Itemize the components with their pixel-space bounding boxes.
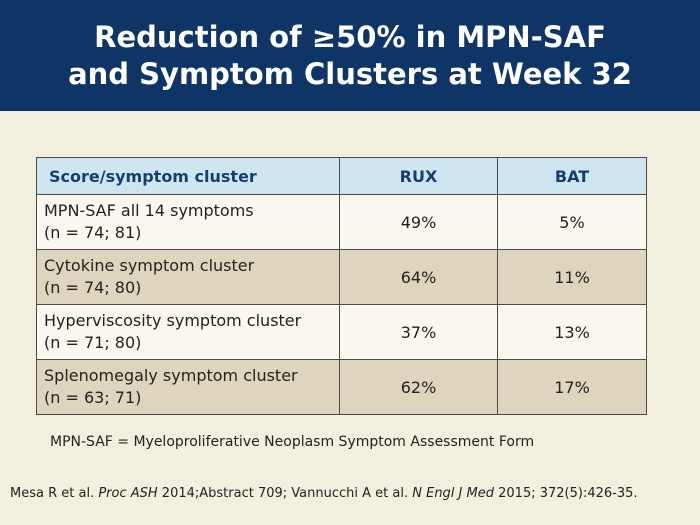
column-header-bat: BAT — [497, 157, 647, 195]
reference-text-2: 2014;Abstract 709; Vannucchi A et al. — [157, 486, 413, 501]
results-table: Score/symptom cluster RUX BAT MPN-SAF al… — [36, 157, 647, 415]
reference-journal-2: N Engl J Med — [412, 486, 494, 501]
bat-value: 17% — [497, 359, 647, 415]
table-row: Hyperviscosity symptom cluster (n = 71; … — [36, 304, 647, 360]
table-row: Cytokine symptom cluster (n = 74; 80) 64… — [36, 249, 647, 305]
reference-text-1: Mesa R et al. — [10, 486, 99, 501]
row-n: (n = 71; 80) — [44, 333, 142, 352]
column-header-score: Score/symptom cluster — [36, 157, 340, 195]
table-header-row: Score/symptom cluster RUX BAT — [36, 157, 647, 195]
slide-title-line-1: Reduction of ≥50% in MPN-SAF — [94, 19, 606, 54]
row-label: Cytokine symptom cluster — [44, 256, 255, 275]
rux-value: 62% — [339, 359, 498, 415]
column-header-rux: RUX — [339, 157, 498, 195]
reference-citation: Mesa R et al. Proc ASH 2014;Abstract 709… — [10, 484, 650, 503]
rux-value: 37% — [339, 304, 498, 360]
abbreviation-footnote: MPN-SAF = Myeloproliferative Neoplasm Sy… — [50, 434, 535, 450]
row-label-cell: Hyperviscosity symptom cluster (n = 71; … — [36, 304, 340, 360]
bat-value: 11% — [497, 249, 647, 305]
row-label: Splenomegaly symptom cluster — [44, 366, 298, 385]
row-n: (n = 63; 71) — [44, 388, 142, 407]
row-label-cell: Splenomegaly symptom cluster (n = 63; 71… — [36, 359, 340, 415]
row-n: (n = 74; 81) — [44, 223, 142, 242]
row-label-cell: MPN-SAF all 14 symptoms (n = 74; 81) — [36, 194, 340, 250]
rux-value: 49% — [339, 194, 498, 250]
slide-title-banner: Reduction of ≥50% in MPN-SAF and Symptom… — [0, 0, 700, 111]
bat-value: 13% — [497, 304, 647, 360]
row-label: Hyperviscosity symptom cluster — [44, 311, 302, 330]
table-row: Splenomegaly symptom cluster (n = 63; 71… — [36, 359, 647, 415]
slide-title-line-2: and Symptom Clusters at Week 32 — [68, 56, 632, 91]
row-n: (n = 74; 80) — [44, 278, 142, 297]
table-row: MPN-SAF all 14 symptoms (n = 74; 81) 49%… — [36, 194, 647, 250]
row-label: MPN-SAF all 14 symptoms — [44, 201, 254, 220]
bat-value: 5% — [497, 194, 647, 250]
row-label-cell: Cytokine symptom cluster (n = 74; 80) — [36, 249, 340, 305]
reference-journal-1: Proc ASH — [98, 486, 158, 501]
rux-value: 64% — [339, 249, 498, 305]
reference-text-3: 2015; 372(5):426-35. — [494, 486, 638, 501]
